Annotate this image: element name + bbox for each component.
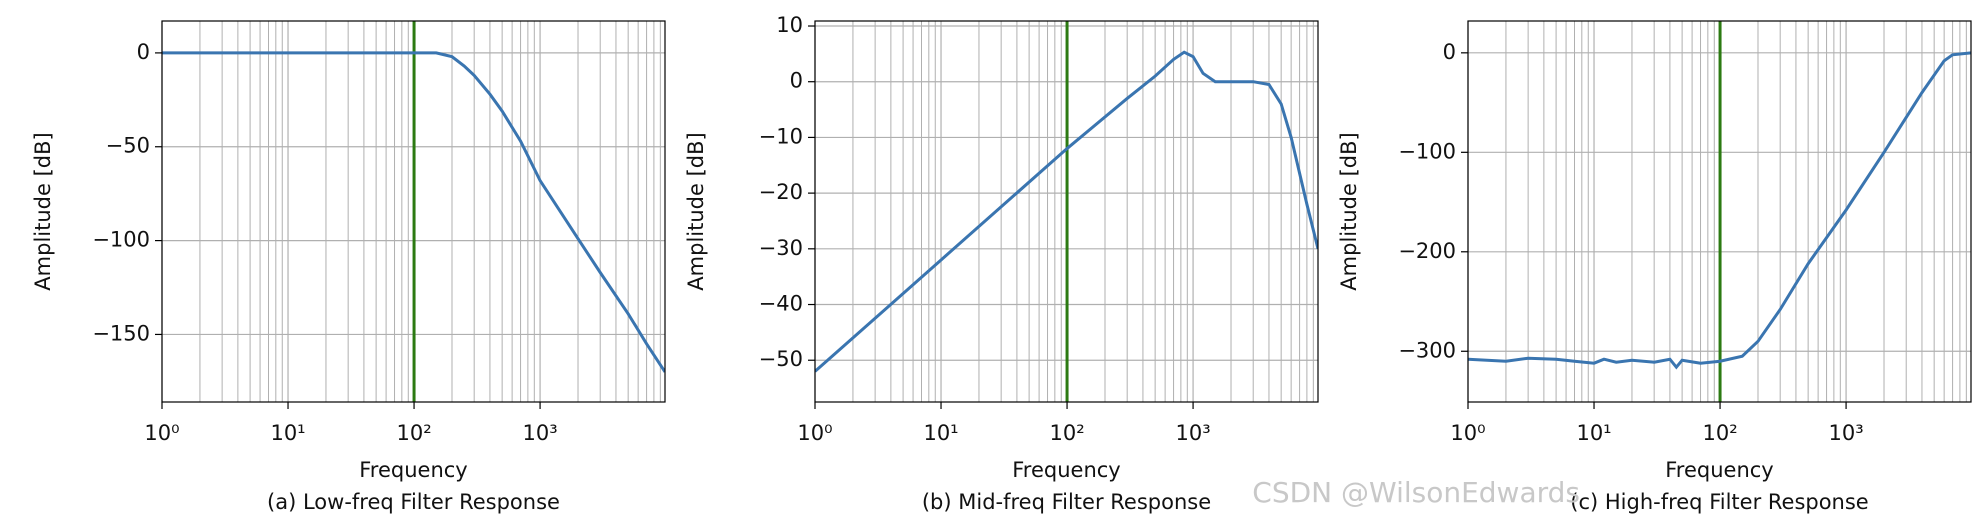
x-tick-label: 10⁰: [144, 421, 179, 445]
x-tick-label: 10²: [1702, 421, 1737, 445]
x-tick-label: 10²: [396, 421, 431, 445]
x-tick-label: 10¹: [270, 421, 305, 445]
x-axis-label: Frequency: [359, 458, 468, 482]
caption: (c) High-freq Filter Response: [1570, 490, 1868, 514]
y-tick-label: 0: [137, 40, 150, 64]
y-tick-label: −100: [92, 228, 150, 252]
y-axis-label: Amplitude [dB]: [31, 132, 55, 290]
y-tick-label: −40: [759, 292, 803, 316]
axes-frame: [161, 20, 666, 403]
subplot: 10⁰ 10¹ 10² 10³ 0 −100 −200 −300 Frequency (c) Hi…: [1337, 20, 1972, 514]
response-line: [1468, 51, 1971, 370]
watermark: CSDN @WilsonEdwards: [1252, 476, 1580, 509]
x-tick-label: 10³: [1829, 421, 1864, 445]
subplot: 10⁰ 10¹ 10² 10³ 0 −50 −100 −150 Frequency (a) Low…: [31, 20, 666, 514]
y-tick-label: −10: [759, 124, 803, 148]
y-tick-label: −200: [1398, 239, 1456, 263]
y-tick-label: −30: [759, 236, 803, 260]
y-tick-label: 10: [776, 13, 803, 37]
y-tick-label: −50: [759, 347, 803, 371]
x-tick-label: 10³: [1176, 421, 1211, 445]
x-tick-label: 10¹: [1576, 421, 1611, 445]
x-axis-label: Frequency: [1665, 458, 1774, 482]
y-tick-label: −20: [759, 180, 803, 204]
x-tick-label: 10³: [523, 421, 558, 445]
y-tick-label: 0: [1443, 40, 1456, 64]
y-tick-label: −50: [106, 134, 150, 158]
y-axis-label: Amplitude [dB]: [684, 132, 708, 290]
x-tick-label: 10⁰: [797, 421, 832, 445]
axes-frame: [1467, 20, 1972, 403]
caption: (b) Mid-freq Filter Response: [922, 490, 1211, 514]
x-tick-label: 10⁰: [1450, 421, 1485, 445]
response-line: [815, 50, 1318, 373]
y-tick-label: −150: [92, 321, 150, 345]
y-axis-label: Amplitude [dB]: [1337, 132, 1361, 290]
axes-frame: [814, 20, 1319, 403]
x-axis-label: Frequency: [1012, 458, 1121, 482]
response-line: [162, 51, 665, 373]
y-tick-label: 0: [790, 69, 803, 93]
y-tick-label: −100: [1398, 139, 1456, 163]
x-tick-label: 10¹: [923, 421, 958, 445]
caption: (a) Low-freq Filter Response: [267, 490, 560, 514]
y-tick-label: −300: [1398, 338, 1456, 362]
subplot: 10⁰ 10¹ 10² 10³ 10 0 −10 −20 −30 −40 −50 Frequency (…: [684, 13, 1319, 514]
x-tick-label: 10²: [1049, 421, 1084, 445]
